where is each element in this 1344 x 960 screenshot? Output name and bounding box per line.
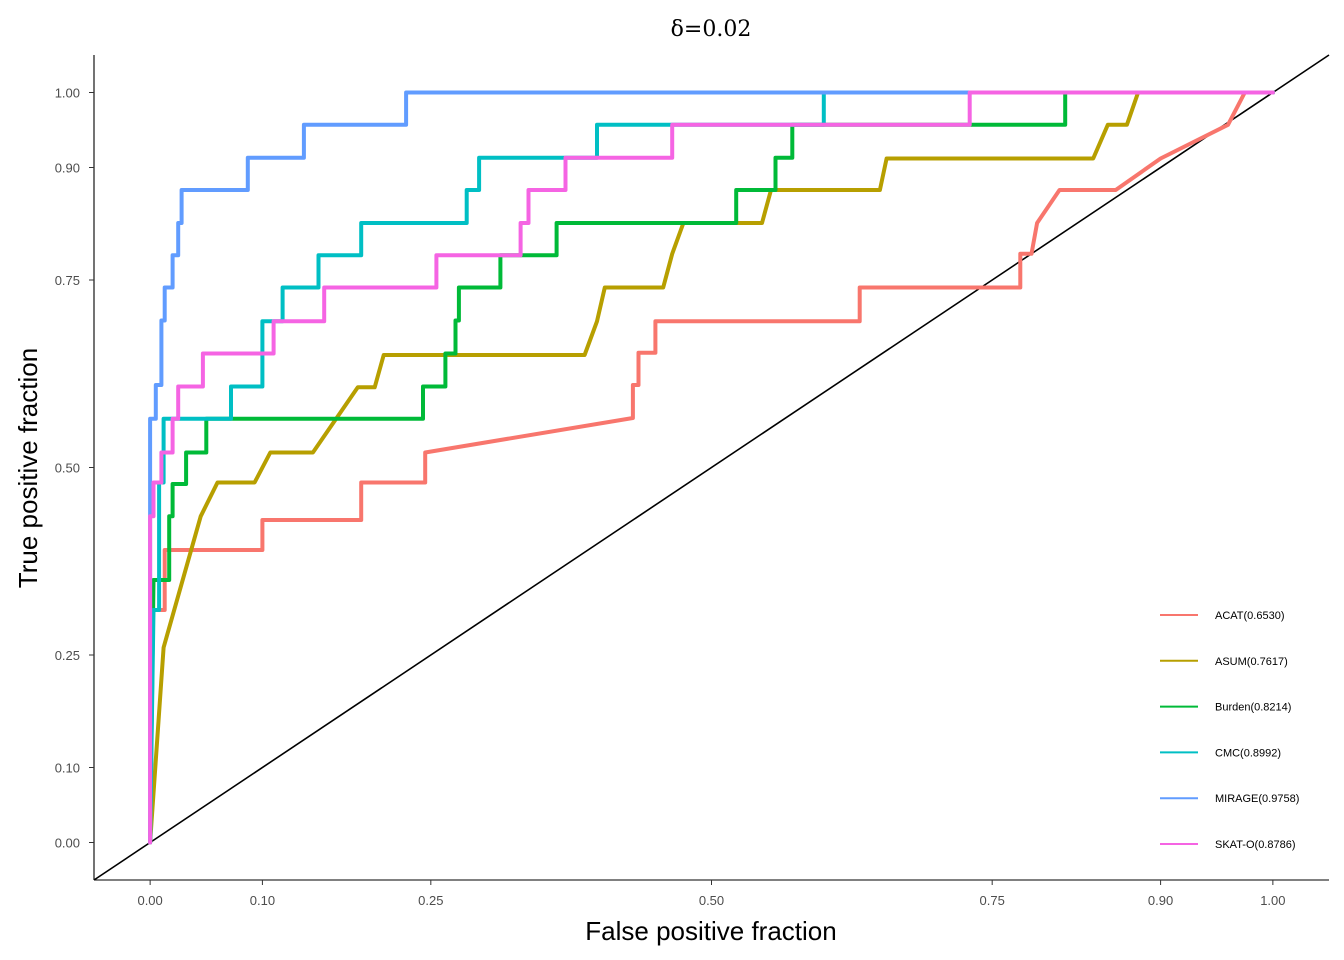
y-tick-label-4: 0.75 [55, 273, 80, 288]
x-axis-ticks: 0.00 0.10 0.25 0.50 0.75 0.90 1.00 [137, 880, 1286, 908]
y-tick-label-5: 0.90 [55, 161, 80, 176]
y-tick-label-0: 0.00 [55, 836, 80, 851]
x-tick-label-5: 0.90 [1148, 893, 1173, 908]
y-tick-label-3: 0.50 [55, 461, 80, 476]
legend-label-3: CMC(0.8992) [1215, 747, 1281, 759]
chart-title: δ=0.02 [671, 17, 752, 42]
x-tick-label-3: 0.50 [699, 893, 724, 908]
x-tick-label-2: 0.25 [418, 893, 443, 908]
plot-area [93, 54, 1330, 881]
y-axis-ticks: 0.00 0.10 0.25 0.50 0.75 0.90 1.00 [55, 86, 94, 851]
legend: ACAT(0.6530) ASUM(0.7617) Burden(0.8214) CM… [1160, 610, 1299, 851]
x-tick-label-1: 0.10 [250, 893, 275, 908]
y-axis-title: True positive fraction [13, 348, 43, 588]
y-tick-label-6: 1.00 [55, 86, 80, 101]
legend-label-5: SKAT-O(0.8786) [1215, 839, 1296, 851]
legend-label-1: ASUM(0.7617) [1215, 656, 1288, 668]
x-tick-label-6: 1.00 [1260, 893, 1285, 908]
y-tick-label-2: 0.25 [55, 648, 80, 663]
legend-label-4: MIRAGE(0.9758) [1215, 793, 1299, 805]
x-tick-label-4: 0.75 [980, 893, 1005, 908]
y-tick-label-1: 0.10 [55, 761, 80, 776]
x-tick-label-0: 0.00 [137, 893, 162, 908]
legend-label-0: ACAT(0.6530) [1215, 610, 1285, 622]
roc-curve-1 [148, 90, 1275, 845]
legend-label-2: Burden(0.8214) [1215, 702, 1291, 714]
reference-diagonal [93, 54, 1330, 881]
roc-curve-2 [148, 90, 1275, 845]
roc-curve-4 [148, 90, 1275, 845]
roc-curve-5 [148, 90, 1275, 845]
roc-curve-0 [148, 90, 1275, 845]
x-axis-title: False positive fraction [585, 916, 836, 946]
